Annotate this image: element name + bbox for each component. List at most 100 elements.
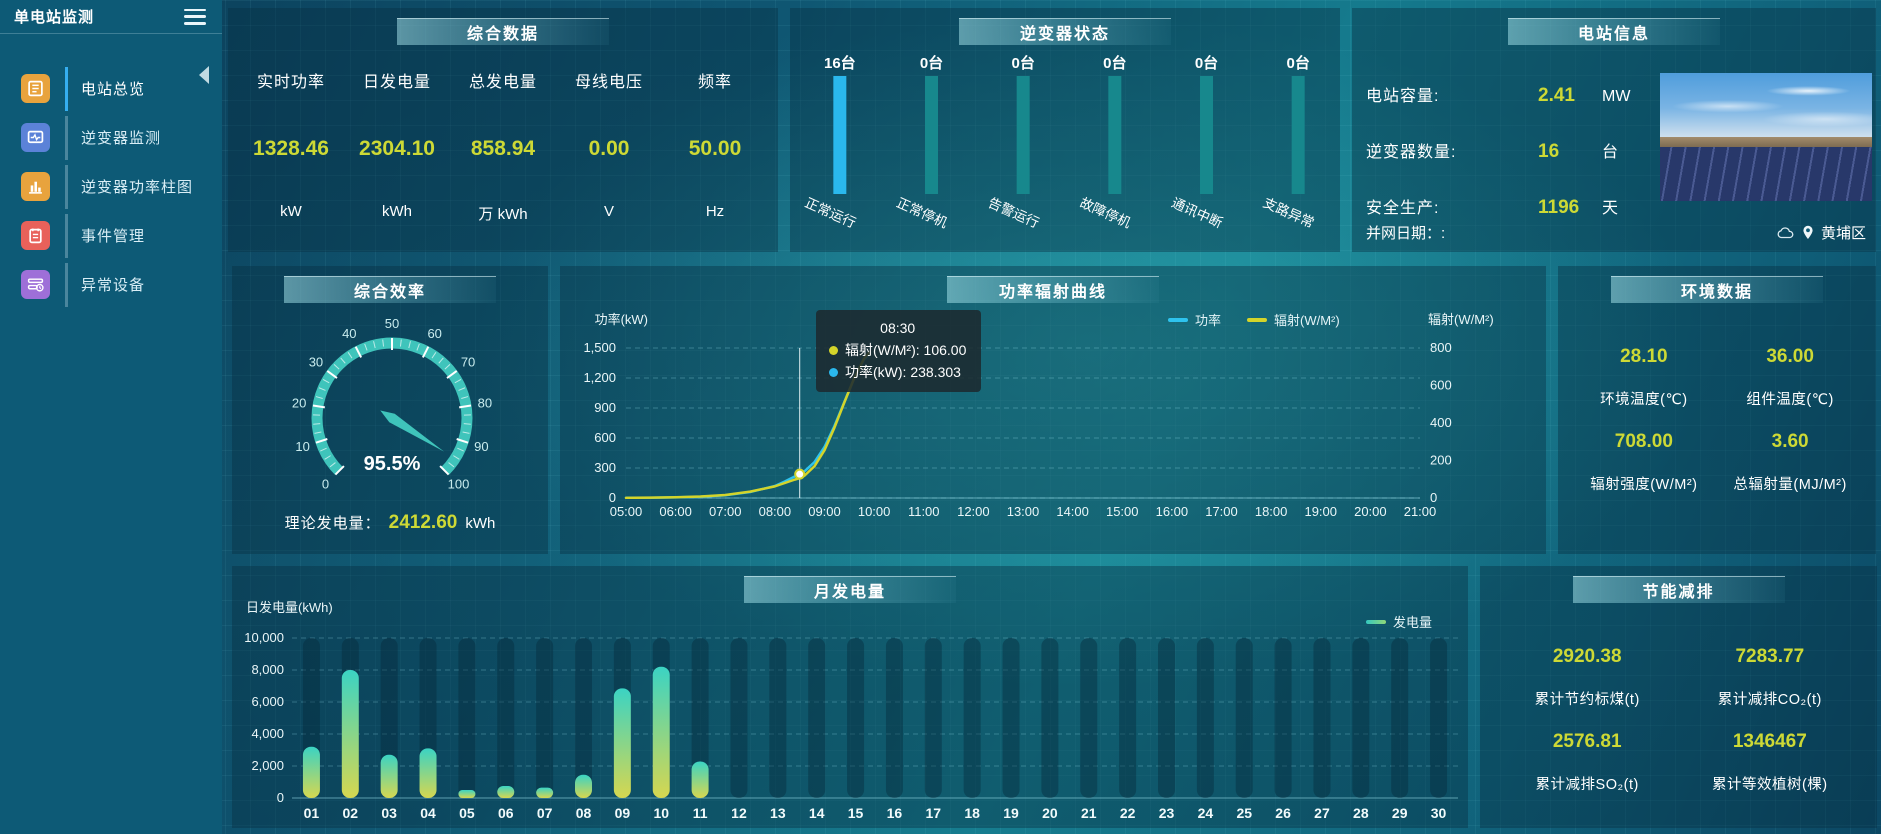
legend-item[interactable]: 发电量 [1365, 612, 1432, 631]
svg-text:1,200: 1,200 [583, 370, 616, 385]
inverter-status-panel: 逆变器状态 16台 正常运行 0台 正常停机 0台 告警运行 0台 故障停机 0台 通讯中断 0台支… [790, 8, 1340, 252]
svg-text:60: 60 [427, 326, 441, 341]
svg-text:正常运行: 正常运行 [803, 195, 858, 231]
metric-label: 频率 [697, 74, 732, 91]
svg-text:10:00: 10:00 [858, 504, 891, 519]
total-radiation-label: 总辐射量(MJ/M²) [1733, 477, 1847, 493]
svg-text:22: 22 [1120, 805, 1136, 821]
svg-text:50: 50 [385, 316, 399, 331]
svg-text:0台: 0台 [1011, 54, 1034, 72]
svg-text:12:00: 12:00 [957, 504, 990, 519]
svg-text:08:00: 08:00 [759, 504, 792, 519]
svg-text:告警运行: 告警运行 [986, 195, 1041, 231]
svg-text:06:00: 06:00 [659, 504, 692, 519]
svg-text:0台: 0台 [1195, 54, 1218, 72]
sidebar-item-inverter-monitor[interactable]: 逆变器监测 [0, 113, 222, 162]
sidebar-item-label: 异常设备 [81, 277, 146, 294]
sidebar-item-abnormal-device[interactable]: 异常设备 [0, 260, 222, 309]
svg-text:13:00: 13:00 [1007, 504, 1040, 519]
metric-unit: kW [280, 203, 302, 220]
monthly-generation-panel: 月发电量 0 2,000 4,000 6,000 8,000 10,000 日发电量(kWh… [232, 566, 1468, 828]
svg-text:通讯中断: 通讯中断 [1169, 195, 1224, 231]
svg-text:14: 14 [809, 805, 825, 821]
svg-text:05:00: 05:00 [610, 504, 643, 519]
svg-text:16: 16 [887, 805, 903, 821]
metric-value: 0.00 [588, 137, 630, 160]
svg-text:26: 26 [1275, 805, 1291, 821]
grid-date-label: 并网日期：: [1366, 225, 1446, 242]
svg-text:10: 10 [295, 439, 309, 454]
metric-label: 日发电量 [362, 74, 431, 91]
item-separator [65, 262, 68, 307]
svg-text:09: 09 [615, 805, 631, 821]
metric-unit: V [603, 203, 614, 220]
svg-text:15: 15 [848, 805, 864, 821]
menu-toggle-icon[interactable] [184, 8, 206, 25]
location-chip[interactable]: 黄埔区 [1776, 222, 1866, 243]
metric-label: 总发电量 [468, 74, 537, 91]
theory-generation-row: 理论发电量： 2412.60 kWh [284, 512, 496, 533]
efficiency-gauge-chart[interactable]: 0 10 20 30 40 50 60 70 80 90 100 95.5% [232, 276, 548, 516]
power-radiation-chart[interactable]: 0 300 600 900 1,200 1,500 0 200 400 600 800 05:00 06… [560, 266, 1546, 554]
app-title: 单电站监测 [14, 9, 95, 26]
sidebar-collapse-icon[interactable] [199, 66, 209, 84]
svg-text:23: 23 [1159, 805, 1175, 821]
svg-text:800: 800 [1430, 340, 1452, 355]
svg-text:支路异常: 支路异常 [1261, 195, 1316, 231]
coal-saved-label: 累计节约标煤(t) [1534, 692, 1640, 708]
station-photo [1660, 73, 1872, 201]
svg-text:29: 29 [1392, 805, 1408, 821]
svg-text:07: 07 [537, 805, 553, 821]
svg-text:8,000: 8,000 [251, 662, 284, 677]
active-indicator [65, 66, 68, 111]
sidebar-item-station-overview[interactable]: 电站总览 [0, 64, 222, 113]
panel-title: 综合效率 [284, 276, 496, 303]
svg-text:故障停机: 故障停机 [1078, 194, 1134, 231]
svg-text:11: 11 [693, 805, 708, 821]
metric-unit: Hz [705, 203, 725, 220]
svg-text:02: 02 [343, 805, 359, 821]
safe-production-row: 安全生产: 1196 天 [1366, 197, 1619, 218]
svg-text:0台: 0台 [1286, 54, 1309, 72]
co2-reduced-label: 累计减排CO₂(t) [1717, 692, 1822, 708]
svg-text:17: 17 [926, 805, 942, 821]
legend-item[interactable]: 辐射(W/M²) [1247, 310, 1340, 329]
efficiency-panel: 综合效率 0 10 20 30 40 50 60 70 80 90 100 95.5% 理论发电量： … [232, 266, 548, 554]
svg-text:08: 08 [576, 805, 592, 821]
svg-text:07:00: 07:00 [709, 504, 742, 519]
svg-text:20:00: 20:00 [1354, 504, 1387, 519]
svg-text:30: 30 [1431, 805, 1447, 821]
svg-text:10,000: 10,000 [244, 630, 284, 645]
svg-text:0: 0 [1430, 490, 1437, 505]
svg-text:18: 18 [964, 805, 980, 821]
total-radiation-value: 3.60 [1771, 431, 1809, 452]
summary-metrics: 实时功率 1328.46 kW 日发电量 2304.10 kWh 总发电量 858.94 万… [238, 56, 768, 238]
svg-text:90: 90 [474, 439, 488, 454]
chart-tooltip: 08:30 辐射(W/M²): 106.00 功率(kW): 238.303 [816, 310, 982, 392]
trees-equivalent-value: 1346467 [1732, 731, 1807, 752]
svg-text:12: 12 [731, 805, 747, 821]
svg-text:2,000: 2,000 [251, 758, 284, 773]
svg-text:40: 40 [342, 326, 356, 341]
sidebar-item-event-management[interactable]: 事件管理 [0, 211, 222, 260]
svg-text:70: 70 [461, 355, 475, 370]
co2-reduced-value: 7283.77 [1735, 646, 1805, 667]
metric-label: 母线电压 [574, 74, 643, 91]
monthly-generation-chart[interactable]: 0 2,000 4,000 6,000 8,000 10,000 日发电量(kWh) 01 02… [232, 566, 1468, 828]
station-info-panel: 电站信息 电站容量: 2.41 MW 逆变器数量: 16 台 安全生产: 1196 天 并网… [1352, 8, 1876, 252]
location-label: 黄埔区 [1820, 225, 1866, 242]
location-pin-icon [1803, 225, 1813, 239]
svg-text:09:00: 09:00 [808, 504, 841, 519]
svg-text:18:00: 18:00 [1255, 504, 1288, 519]
trees-equivalent-label: 累计等效植树(棵) [1711, 777, 1828, 793]
so2-reduced-label: 累计减排SO₂(t) [1535, 777, 1639, 793]
svg-text:17:00: 17:00 [1205, 504, 1238, 519]
legend-item[interactable]: 功率 [1168, 310, 1221, 329]
irradiance-value: 708.00 [1614, 431, 1673, 452]
svg-text:19: 19 [1003, 805, 1019, 821]
svg-text:0台: 0台 [1103, 54, 1126, 72]
svg-text:600: 600 [594, 430, 616, 445]
sidebar-item-inverter-power-bars[interactable]: 逆变器功率柱图 [0, 162, 222, 211]
energy-saving-panel: 节能减排 2920.38 7283.77 累计节约标煤(t) 累计减排CO₂(t) … [1480, 566, 1877, 828]
